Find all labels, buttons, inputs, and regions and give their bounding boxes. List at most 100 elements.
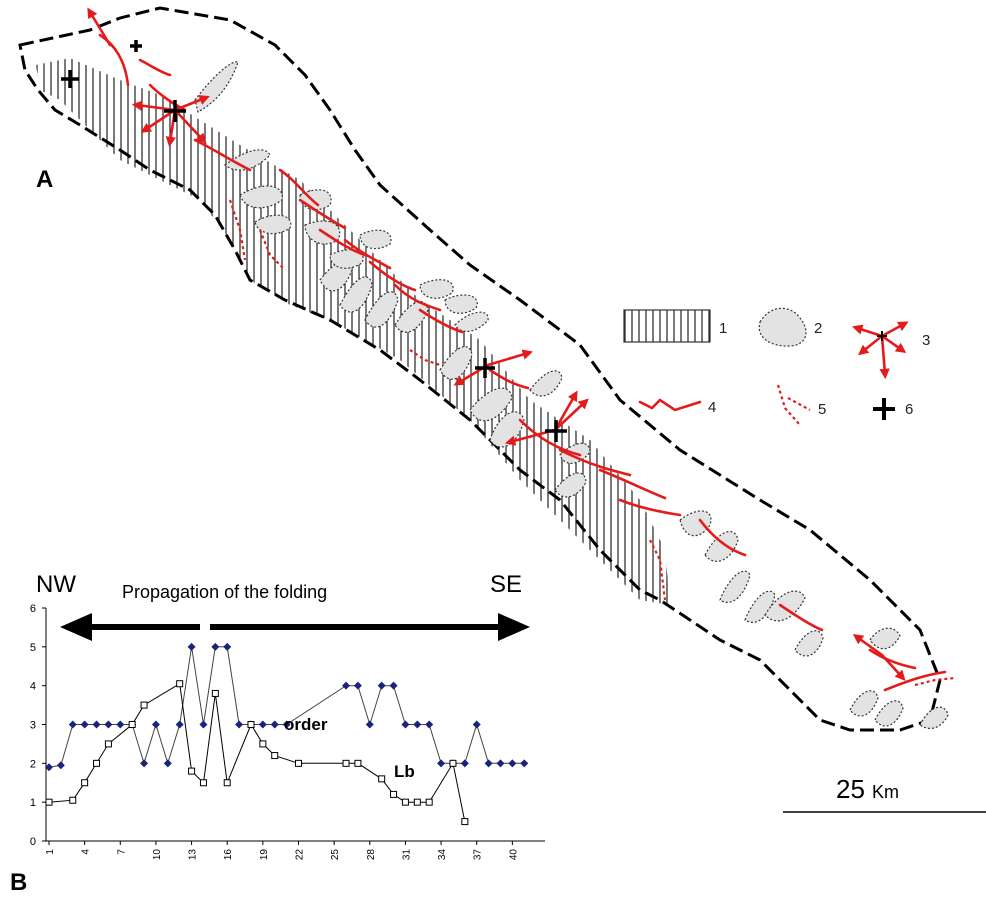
data-point-lb — [378, 775, 386, 783]
y-tick-label: 5 — [30, 642, 36, 654]
data-point-order — [92, 720, 101, 729]
data-point-order — [472, 720, 481, 729]
legend-num-6: 6 — [905, 401, 913, 418]
data-point-lb — [104, 740, 112, 748]
legend-num-1: 1 — [719, 320, 727, 337]
y-tick-label: 3 — [30, 720, 36, 732]
data-point-order — [401, 720, 410, 729]
scale-bar: 25 Km — [783, 774, 986, 813]
data-point-lb — [45, 798, 53, 806]
data-point-order — [68, 720, 77, 729]
x-tick-label: 40 — [508, 849, 519, 861]
data-point-order — [496, 759, 505, 768]
series-line-order — [48, 646, 525, 768]
y-tick-label: 1 — [30, 797, 36, 809]
data-point-order — [56, 761, 65, 770]
data-point-lb — [295, 759, 302, 767]
data-point-order — [211, 642, 220, 651]
hatched-zone — [36, 58, 670, 605]
data-point-lb — [199, 779, 207, 787]
legend-item-1: 1 — [623, 309, 727, 343]
x-tick-label: 34 — [437, 849, 448, 861]
chart-panel: NW SE Propagation of the folding 0123456… — [10, 571, 545, 896]
x-tick-label: 37 — [473, 849, 484, 861]
data-point-order — [45, 763, 53, 772]
x-tick-label: 25 — [330, 849, 341, 861]
legend-item-6: 6 — [873, 398, 913, 420]
data-point-order — [389, 681, 398, 690]
arrow-left-icon — [60, 613, 92, 641]
data-point-order — [365, 720, 374, 729]
data-point-lb — [461, 818, 469, 826]
data-point-lb — [128, 721, 136, 728]
data-point-lb — [413, 798, 421, 806]
data-point-lb — [271, 752, 279, 760]
scale-unit: Km — [872, 782, 899, 802]
data-point-lb — [81, 779, 89, 787]
series-layer — [45, 642, 529, 826]
data-point-lb — [93, 759, 101, 767]
data-point-order — [140, 759, 149, 768]
red-radial-arrows-icon — [852, 321, 909, 380]
data-point-order — [484, 759, 493, 768]
direction-left-label: NW — [36, 571, 76, 598]
red-line-arrow-icon — [638, 398, 702, 412]
vertical-hatch-swatch-icon — [623, 309, 711, 343]
legend-item-2: 2 — [758, 307, 822, 347]
x-tick-label: 28 — [366, 849, 377, 861]
data-point-order — [508, 759, 517, 768]
data-point-lb — [449, 759, 457, 767]
x-tick-label: 22 — [295, 849, 306, 861]
data-point-lb — [390, 790, 398, 798]
region-outline — [18, 6, 942, 732]
radial-arrow-clusters — [87, 7, 906, 681]
data-point-order — [460, 759, 469, 768]
data-point-order — [175, 720, 184, 729]
data-point-lb — [354, 759, 362, 767]
data-point-order — [353, 681, 362, 690]
y-ticks: 0 1 2 3 4 5 6 — [30, 603, 46, 848]
data-point-lb — [188, 767, 196, 775]
legend-num-2: 2 — [814, 320, 822, 337]
y-tick-label: 0 — [30, 836, 36, 848]
data-point-lb — [223, 779, 231, 787]
data-point-order — [104, 720, 113, 729]
data-point-order — [116, 720, 125, 729]
data-point-order — [80, 720, 89, 729]
legend-num-5: 5 — [818, 401, 826, 418]
x-tick-label: 10 — [152, 849, 163, 861]
grey-fold-shape-icon — [758, 307, 807, 347]
data-point-lb — [176, 680, 184, 688]
cross-markers — [61, 40, 567, 442]
x-tick-label: 16 — [223, 849, 234, 861]
data-point-lb — [140, 701, 148, 709]
data-point-lb — [211, 689, 219, 697]
red-lines — [98, 33, 947, 692]
data-point-order — [270, 720, 279, 729]
data-point-order — [413, 720, 422, 729]
data-point-order — [258, 720, 267, 729]
black-cross-icon — [873, 398, 895, 420]
x-tick-label: 31 — [401, 849, 412, 861]
map-panel: 1 2 3 4 — [18, 6, 986, 813]
data-point-lb — [342, 759, 350, 767]
data-point-order — [223, 642, 232, 651]
series-label-order: order — [284, 715, 328, 734]
panel-b-label: B — [10, 869, 27, 896]
x-tick-label: 1 — [45, 849, 56, 855]
data-point-order — [187, 642, 196, 651]
direction-right-label: SE — [490, 571, 522, 598]
data-point-order — [163, 759, 172, 768]
scale-value: 25 — [836, 774, 865, 804]
data-point-order — [425, 720, 434, 729]
arrow-right-icon — [498, 613, 530, 641]
data-point-lb — [69, 796, 77, 804]
y-tick-label: 6 — [30, 603, 36, 615]
x-tick-label: 13 — [188, 849, 199, 861]
data-point-order — [235, 720, 244, 729]
legend: 1 2 3 4 — [623, 307, 930, 426]
data-point-order — [282, 720, 291, 729]
propagation-arrows — [60, 613, 530, 641]
x-tick-label: 7 — [116, 849, 127, 855]
